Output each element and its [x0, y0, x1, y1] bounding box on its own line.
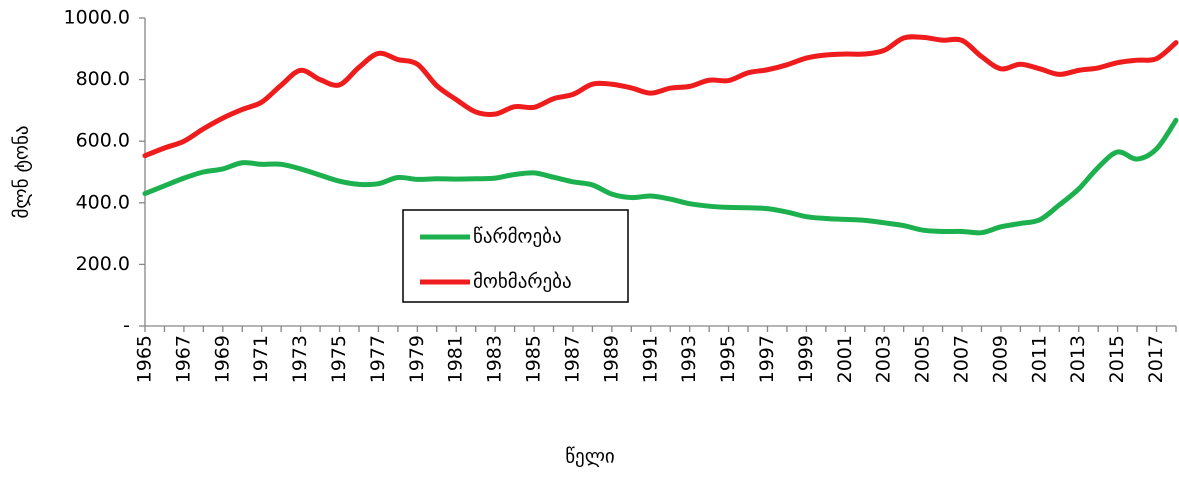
- x-tick-label: 2007: [951, 335, 973, 383]
- x-tick-label: 2013: [1067, 335, 1089, 383]
- x-tick-label: 1999: [795, 335, 817, 383]
- y-tick-label: 400.0: [76, 191, 130, 213]
- x-tick-label: 2001: [834, 335, 856, 383]
- x-tick-label: 1965: [134, 335, 156, 383]
- legend-label: წარმოება: [473, 226, 562, 248]
- y-tick-label: 1000.0: [64, 7, 130, 29]
- x-tick-label: 1967: [172, 335, 194, 383]
- x-tick-label: 1997: [756, 335, 778, 383]
- x-tick-label: 1983: [484, 335, 506, 383]
- x-tick-label: 1971: [250, 335, 272, 383]
- x-tick-label: 1973: [289, 335, 311, 383]
- x-tick-label: 1995: [717, 335, 739, 383]
- x-tick-label: 1991: [639, 335, 661, 383]
- y-tick-label: 800.0: [76, 68, 130, 90]
- x-tick-label: 1979: [406, 335, 428, 383]
- line-series: [142, 117, 1179, 236]
- legend-box: [402, 209, 629, 303]
- x-tick-label: 2015: [1106, 335, 1128, 383]
- x-tick-label: 2003: [873, 335, 895, 383]
- x-tick-label: 1993: [678, 335, 700, 383]
- y-tick-label: -: [123, 315, 130, 337]
- legend-label: მოხმარება: [473, 271, 572, 293]
- x-tick-label: 1977: [367, 335, 389, 383]
- x-tick-label: 1975: [328, 335, 350, 383]
- x-tick-label: 1985: [523, 335, 545, 383]
- x-tick-label: 2009: [989, 335, 1011, 383]
- x-tick-label: 1981: [445, 335, 467, 383]
- x-tick-label: 1989: [600, 335, 622, 383]
- y-tick-label: 600.0: [76, 130, 130, 152]
- x-tick-label: 2017: [1145, 335, 1167, 383]
- x-tick-label: 1969: [211, 335, 233, 383]
- x-tick-label: 2005: [912, 335, 934, 383]
- line-series: [142, 34, 1179, 159]
- x-tick-label: 2011: [1028, 335, 1050, 383]
- x-tick-label: 1987: [561, 335, 583, 383]
- y-tick-label: 200.0: [76, 253, 130, 275]
- x-axis-label: წელი: [565, 446, 615, 468]
- y-axis-label: მლნ ტონა: [11, 125, 33, 218]
